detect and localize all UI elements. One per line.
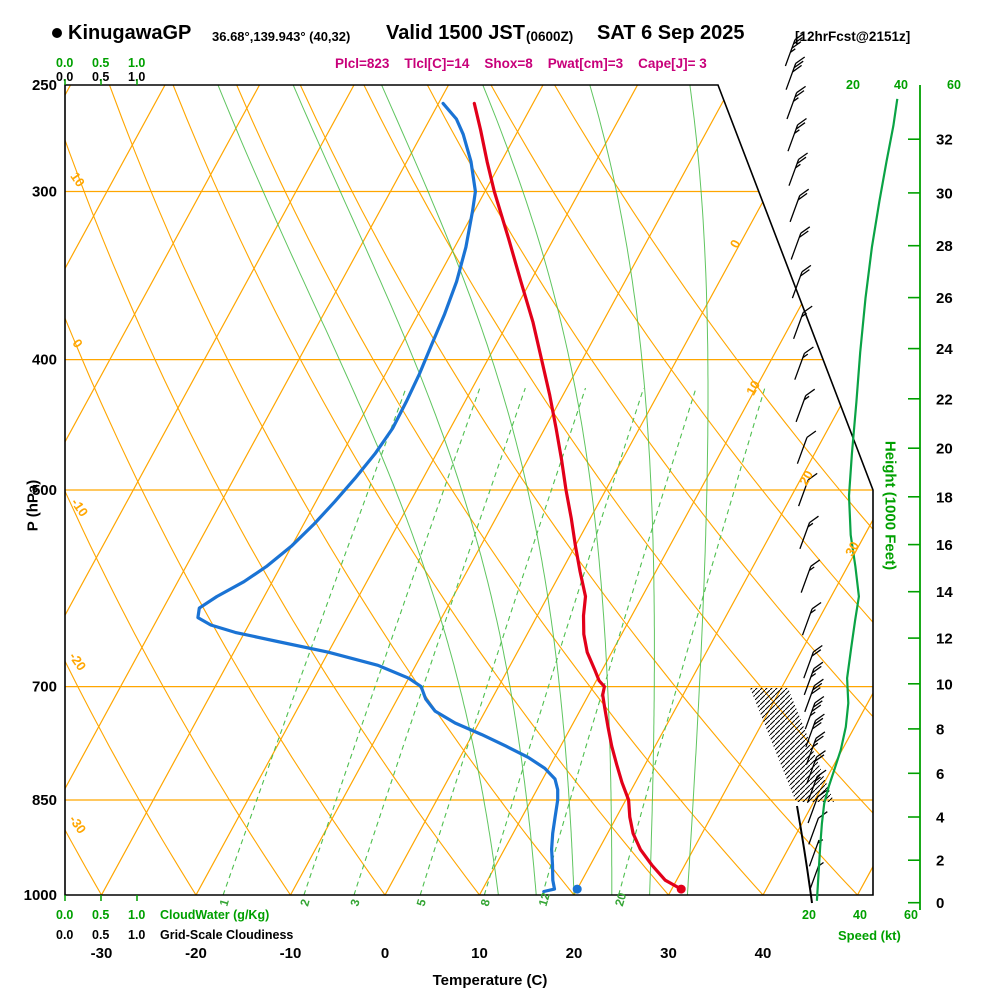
skewt-grid bbox=[65, 85, 873, 895]
temperature-axis-label: Temperature (C) bbox=[432, 972, 548, 989]
cloudiness-top-tick-2: 1.0 bbox=[128, 70, 146, 84]
svg-text:22: 22 bbox=[936, 391, 953, 408]
svg-text:5: 5 bbox=[414, 897, 429, 908]
svg-text:20: 20 bbox=[566, 945, 583, 962]
wind-barbs bbox=[784, 32, 828, 890]
svg-text:-10: -10 bbox=[68, 495, 91, 519]
svg-text:6: 6 bbox=[936, 766, 944, 783]
svg-text:0: 0 bbox=[727, 237, 744, 251]
svg-text:10: 10 bbox=[67, 169, 88, 189]
cloudiness-bottom-tick-2: 1.0 bbox=[128, 928, 146, 942]
svg-text:40: 40 bbox=[755, 945, 772, 962]
svg-text:20: 20 bbox=[612, 891, 629, 908]
svg-text:18: 18 bbox=[936, 489, 953, 506]
cloudwater-bottom-tick-2: 1.0 bbox=[128, 908, 146, 922]
svg-text:20: 20 bbox=[936, 441, 953, 458]
valid-zulu: (0600Z) bbox=[526, 29, 574, 44]
svg-text:1000: 1000 bbox=[24, 887, 57, 904]
svg-text:2: 2 bbox=[936, 853, 944, 870]
svg-text:-30: -30 bbox=[91, 945, 113, 962]
svg-text:4: 4 bbox=[936, 810, 945, 827]
speed-bottom-tick-40: 40 bbox=[853, 908, 867, 922]
cloudiness-bottom-tick-1: 0.5 bbox=[92, 928, 110, 942]
svg-text:8: 8 bbox=[478, 897, 493, 908]
cloudwater-bottom-tick-0: 0.0 bbox=[56, 908, 74, 922]
speed-top-tick-60: 60 bbox=[947, 78, 961, 92]
svg-text:20: 20 bbox=[796, 468, 816, 488]
svg-text:12: 12 bbox=[536, 891, 553, 908]
cloudwater-legend: CloudWater (g/Kg) bbox=[160, 908, 270, 922]
svg-text:16: 16 bbox=[936, 537, 953, 554]
svg-text:30: 30 bbox=[936, 185, 953, 202]
svg-text:3: 3 bbox=[347, 897, 362, 908]
station-coords: 36.68°,139.943° (40,32) bbox=[212, 29, 351, 44]
cloudiness-bottom-tick-0: 0.0 bbox=[56, 928, 74, 942]
svg-text:400: 400 bbox=[32, 352, 57, 369]
speed-top-tick-40: 40 bbox=[894, 78, 908, 92]
mixing-ratio-labels: 1 2 3 5 8 12 20 bbox=[217, 891, 630, 908]
svg-text:10: 10 bbox=[471, 945, 488, 962]
svg-text:1: 1 bbox=[217, 897, 232, 908]
svg-text:-30: -30 bbox=[66, 812, 89, 836]
cloudiness-top-tick-1: 0.5 bbox=[92, 70, 110, 84]
svg-text:300: 300 bbox=[32, 184, 57, 201]
cloudwater-top-tick-1: 0.5 bbox=[92, 56, 110, 70]
valid-time: Valid 1500 JST bbox=[386, 22, 525, 44]
valid-date: SAT 6 Sep 2025 bbox=[597, 22, 745, 44]
surface-dewpoint-dot bbox=[572, 884, 582, 894]
speed-axis-label: Speed (kt) bbox=[838, 928, 901, 943]
svg-text:850: 850 bbox=[32, 792, 57, 809]
speed-bottom-tick-20: 20 bbox=[802, 908, 816, 922]
svg-text:500: 500 bbox=[32, 482, 57, 499]
svg-text:0: 0 bbox=[381, 945, 389, 962]
station-name: KinugawaGP bbox=[68, 22, 192, 44]
svg-text:250: 250 bbox=[32, 77, 57, 94]
svg-text:10: 10 bbox=[936, 676, 953, 693]
cloudiness-legend: Grid-Scale Cloudiness bbox=[160, 928, 294, 942]
speed-profile bbox=[815, 98, 899, 901]
svg-text:26: 26 bbox=[936, 290, 953, 307]
temperature-curve bbox=[472, 101, 683, 891]
svg-text:700: 700 bbox=[32, 679, 57, 696]
svg-text:8: 8 bbox=[936, 721, 944, 738]
svg-text:30: 30 bbox=[660, 945, 677, 962]
svg-text:-20: -20 bbox=[185, 945, 207, 962]
hatch-band bbox=[750, 688, 834, 802]
svg-text:28: 28 bbox=[936, 238, 953, 255]
station-bullet-icon bbox=[52, 28, 62, 38]
svg-text:12: 12 bbox=[936, 631, 953, 648]
svg-text:2: 2 bbox=[297, 897, 312, 908]
svg-text:32: 32 bbox=[936, 132, 953, 149]
barb-staff-line bbox=[796, 805, 813, 904]
svg-text:-10: -10 bbox=[280, 945, 302, 962]
temperature-tick-labels: -30 -20 -10 0 10 20 30 40 bbox=[91, 945, 772, 962]
cloudwater-top-tick-0: 0.0 bbox=[56, 56, 74, 70]
cloudiness-top-tick-0: 0.0 bbox=[56, 70, 74, 84]
svg-text:24: 24 bbox=[936, 341, 953, 358]
dewpoint-curve bbox=[196, 101, 560, 894]
cloudwater-bottom-tick-1: 0.5 bbox=[92, 908, 110, 922]
svg-text:14: 14 bbox=[936, 584, 953, 601]
surface-temp-dot bbox=[676, 884, 686, 894]
speed-bottom-tick-60: 60 bbox=[904, 908, 918, 922]
cloudwater-top-tick-2: 1.0 bbox=[128, 56, 146, 70]
plot-border bbox=[64, 84, 874, 896]
pressure-tick-labels: 250 300 400 500 700 850 1000 bbox=[24, 77, 57, 904]
svg-text:0: 0 bbox=[936, 895, 944, 912]
sounding-indices: Plcl=823 Tlcl[C]=14 Shox=8 Pwat[cm]=3 Ca… bbox=[335, 56, 707, 71]
svg-text:10: 10 bbox=[743, 378, 763, 398]
speed-top-tick-20: 20 bbox=[846, 78, 860, 92]
svg-text:30: 30 bbox=[842, 539, 862, 559]
forecast-tag: [12hrFcst@2151z] bbox=[795, 29, 911, 44]
